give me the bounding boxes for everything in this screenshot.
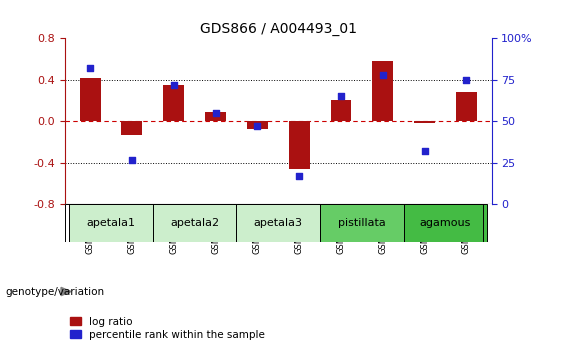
Text: apetala1: apetala1 xyxy=(86,218,136,228)
Point xyxy=(379,72,388,77)
Polygon shape xyxy=(61,287,71,296)
Title: GDS866 / A004493_01: GDS866 / A004493_01 xyxy=(200,21,357,36)
Bar xyxy=(121,121,142,135)
Point xyxy=(253,124,262,129)
Bar xyxy=(414,121,435,123)
Bar xyxy=(205,112,226,121)
Point xyxy=(420,148,429,154)
Bar xyxy=(289,121,310,169)
Text: genotype/variation: genotype/variation xyxy=(6,287,105,296)
Text: apetala2: apetala2 xyxy=(170,218,219,228)
Bar xyxy=(80,78,101,121)
Bar xyxy=(320,205,404,241)
Bar xyxy=(153,205,236,241)
Bar xyxy=(404,205,488,241)
Text: apetala3: apetala3 xyxy=(254,218,303,228)
Point xyxy=(85,65,94,71)
Point xyxy=(295,174,304,179)
Bar xyxy=(247,121,268,128)
Bar xyxy=(456,92,477,121)
Bar xyxy=(236,205,320,241)
Bar xyxy=(163,85,184,121)
Bar xyxy=(331,100,351,121)
Text: agamous: agamous xyxy=(420,218,471,228)
Point xyxy=(127,157,136,162)
Legend: log ratio, percentile rank within the sample: log ratio, percentile rank within the sa… xyxy=(70,317,265,340)
Bar xyxy=(372,61,393,121)
Point xyxy=(169,82,178,87)
Point xyxy=(211,110,220,116)
Point xyxy=(337,93,346,99)
Bar xyxy=(69,205,153,241)
Point xyxy=(462,77,471,82)
Text: pistillata: pistillata xyxy=(338,218,386,228)
